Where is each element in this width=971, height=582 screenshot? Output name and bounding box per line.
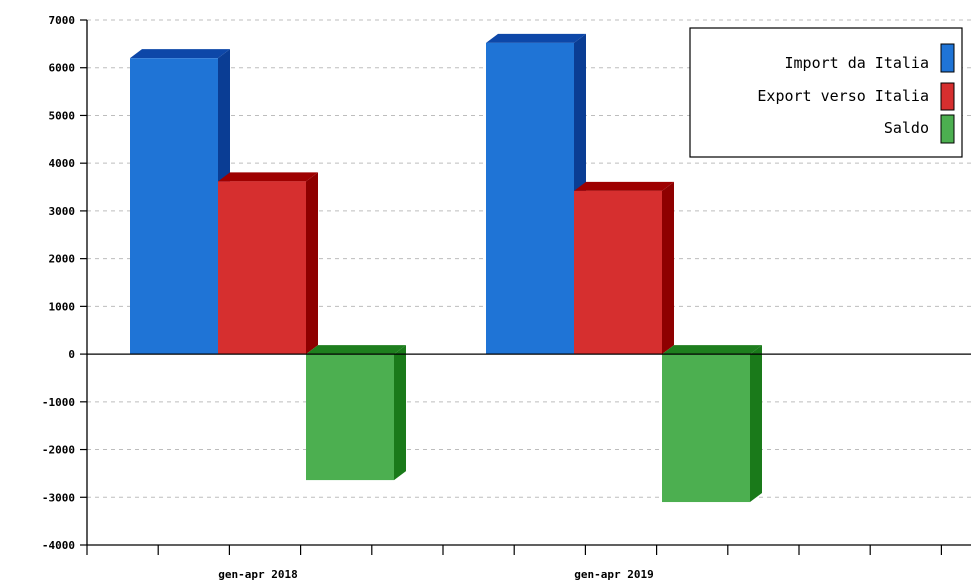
bar-top xyxy=(130,49,230,59)
y-tick-label: -4000 xyxy=(42,539,75,552)
bar-side xyxy=(394,345,406,481)
bar-front xyxy=(574,190,662,355)
y-tick-label: 7000 xyxy=(49,14,76,27)
legend-label-export: Export verso Italia xyxy=(757,87,929,105)
bar xyxy=(130,49,230,355)
bar-top xyxy=(662,345,762,355)
bars xyxy=(130,33,762,503)
bar-top xyxy=(574,181,674,191)
bar-side xyxy=(750,345,762,503)
y-tick-label: -2000 xyxy=(42,444,75,457)
legend-label-import: Import da Italia xyxy=(785,54,930,72)
legend-item-export: Export verso Italia xyxy=(757,82,955,111)
y-tick-label: 5000 xyxy=(49,109,76,122)
bar xyxy=(662,345,762,503)
legend-swatch-export xyxy=(940,82,955,111)
legend: Import da Italia Export verso Italia Sal… xyxy=(689,27,963,158)
x-tick-label: gen-apr 2019 xyxy=(574,568,653,581)
y-tick-label: -1000 xyxy=(42,396,75,409)
bar xyxy=(218,172,318,355)
bar-front xyxy=(130,58,218,355)
y-tick-labels: -4000 -3000 -2000 -1000 0 1000 2000 3000 4000 500… xyxy=(42,14,75,552)
bar-front xyxy=(218,181,306,355)
bar-front xyxy=(486,42,574,355)
legend-swatch-import xyxy=(940,43,955,73)
bar xyxy=(486,33,586,355)
bar-side xyxy=(306,172,318,355)
y-tick-label: 3000 xyxy=(49,205,76,218)
y-tick-label: -3000 xyxy=(42,491,75,504)
bar-side xyxy=(662,181,674,355)
bar-top xyxy=(218,172,318,182)
legend-label-saldo: Saldo xyxy=(884,119,929,137)
axes xyxy=(80,19,971,555)
y-tick-label: 4000 xyxy=(49,157,76,170)
bar-top xyxy=(486,33,586,43)
bar xyxy=(306,345,406,481)
legend-item-saldo: Saldo xyxy=(884,114,955,144)
legend-swatch-saldo xyxy=(940,114,955,144)
bar-front xyxy=(306,354,394,481)
legend-item-import: Import da Italia xyxy=(785,43,955,73)
y-tick-label: 6000 xyxy=(49,62,76,75)
x-tick-label: gen-apr 2018 xyxy=(218,568,297,581)
legend-box xyxy=(689,27,963,158)
x-tick-labels: gen-apr 2018 gen-apr 2019 xyxy=(218,568,653,581)
y-tick-label: 0 xyxy=(68,348,75,361)
bar-front xyxy=(662,354,750,503)
y-tick-label: 2000 xyxy=(49,253,76,266)
bar xyxy=(574,181,674,355)
bar-top xyxy=(306,345,406,355)
y-tick-label: 1000 xyxy=(49,300,76,313)
